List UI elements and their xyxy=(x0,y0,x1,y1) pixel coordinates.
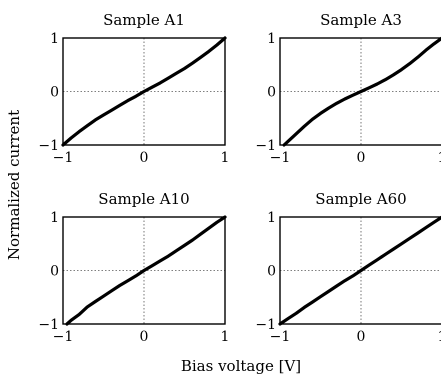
plot-frame xyxy=(62,216,226,325)
panel-title: Sample A10 xyxy=(98,190,189,208)
x-tick-label: 0 xyxy=(140,150,149,166)
x-tick-label: −1 xyxy=(270,150,291,166)
y-tick-label: 1 xyxy=(267,31,276,47)
x-tick-label: 1 xyxy=(438,150,441,166)
iv-curve-line xyxy=(61,36,227,147)
plot-frame xyxy=(279,37,441,146)
plot-frame xyxy=(279,216,441,325)
panel-title: Sample A3 xyxy=(320,11,402,29)
x-tick-label: 0 xyxy=(357,150,366,166)
plot-frame xyxy=(62,37,226,146)
y-tick-label: −1 xyxy=(38,317,59,333)
x-tick-label: 1 xyxy=(438,329,441,345)
x-tick-label: −1 xyxy=(270,329,291,345)
y-tick-label: 0 xyxy=(50,85,59,101)
chart-panel-4: Sample A60 1 0 −1−1 0 1 xyxy=(255,190,441,345)
y-tick-label: −1 xyxy=(38,138,59,154)
y-tick-label: 0 xyxy=(267,85,276,101)
chart-panel-2: Sample A3 1 0 −1−1 0 1 xyxy=(255,11,441,166)
iv-curve-line xyxy=(278,215,441,326)
iv-curve-line xyxy=(65,215,227,326)
y-tick-label: 1 xyxy=(50,210,59,226)
x-tick-label: 1 xyxy=(221,329,230,345)
x-axis-label: Bias voltage [V] xyxy=(181,357,301,375)
x-tick-label: 0 xyxy=(357,329,366,345)
chart-panel-3: Sample A10 1 0 −1−1 0 1 xyxy=(38,190,229,345)
panel-title: Sample A1 xyxy=(103,11,185,29)
y-axis-label: Normalized current xyxy=(5,110,23,260)
x-tick-label: −1 xyxy=(53,329,74,345)
y-tick-label: 1 xyxy=(267,210,276,226)
y-tick-label: 0 xyxy=(267,264,276,280)
panel-title: Sample A60 xyxy=(315,190,406,208)
x-tick-label: 1 xyxy=(221,150,230,166)
y-tick-label: −1 xyxy=(255,317,276,333)
chart-panel-1: Sample A1 1 0 −1−1 0 1 xyxy=(38,11,229,166)
iv-curve-line xyxy=(282,36,441,147)
y-tick-label: 0 xyxy=(50,264,59,280)
x-tick-label: −1 xyxy=(53,150,74,166)
x-tick-label: 0 xyxy=(140,329,149,345)
y-tick-label: 1 xyxy=(50,31,59,47)
y-tick-label: −1 xyxy=(255,138,276,154)
